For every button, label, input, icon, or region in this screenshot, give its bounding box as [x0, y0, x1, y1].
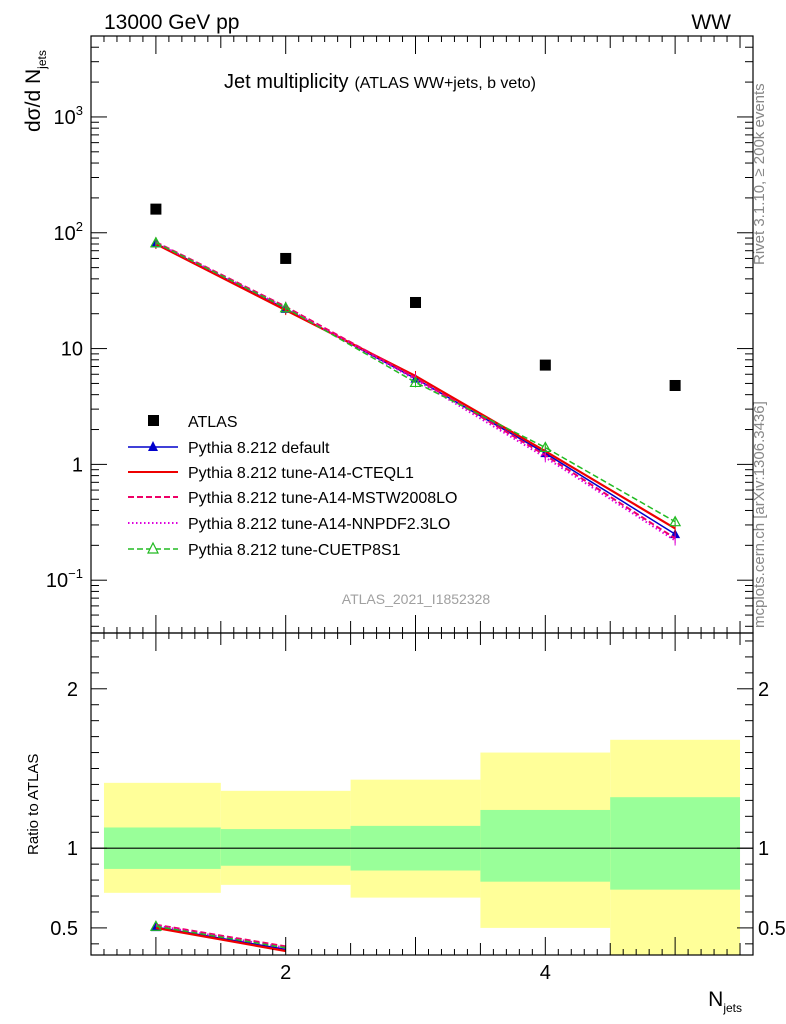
analysis-id: ATLAS_2021_I1852328 — [342, 591, 491, 607]
y-axis-label-ratio: Ratio to ATLAS — [25, 754, 42, 855]
x-tick-label: 2 — [280, 962, 291, 984]
legend-label-default: Pythia 8.212 default — [188, 440, 330, 457]
legend-label-cteql1: Pythia 8.212 tune-A14-CTEQL1 — [188, 465, 414, 482]
y-tick-label-ratio: 0.5 — [50, 918, 78, 940]
legend-entry-nnpdf: Pythia 8.212 tune-A14-NNPDF2.3LO — [128, 516, 450, 533]
legend-marker-cuetp8s1 — [147, 541, 159, 554]
ratio-panel: 2 2 1 1 0.5 0.5 2 4 Ratio to ATLAS Njets — [25, 632, 786, 1015]
y-tick-label-base: 10 — [46, 570, 68, 592]
y-tick-label-base: 10 — [54, 107, 76, 129]
data-point-atlas — [280, 252, 292, 264]
legend-entry-cteql1: Pythia 8.212 tune-A14-CTEQL1 — [128, 465, 414, 482]
ratio-line-mstw — [155, 923, 286, 948]
legend-entry-cuetp8s1: Pythia 8.212 tune-CUETP8S1 — [128, 541, 401, 559]
plot-title: Jet multiplicity (ATLAS WW+jets, b veto) — [224, 71, 536, 93]
uncertainty-band-inner — [220, 829, 351, 866]
y-tick-label-main: 10−1 — [46, 566, 83, 592]
y-tick-label-ratio-right: 0.5 — [758, 918, 786, 940]
y-tick-label-ratio-right: 2 — [758, 679, 769, 701]
legend-entry-atlas: ATLAS — [148, 414, 238, 431]
series-line-cuetp8s1 — [155, 242, 676, 523]
data-point-atlas — [150, 203, 162, 215]
data-point-atlas — [669, 379, 681, 391]
uncertainty-band-inner — [610, 797, 741, 890]
data-point-atlas — [410, 296, 422, 308]
side-label-mcplots: mcplots.cern.ch [arXiv:1306.3436] — [751, 401, 768, 628]
y-tick-label-main: 1 — [72, 454, 83, 476]
y-tick-label-ratio-right: 1 — [758, 838, 769, 860]
x-tick-label: 4 — [540, 962, 551, 984]
ratio-line-cteql1 — [155, 926, 286, 953]
marker-cuetp8s1 — [669, 515, 682, 527]
y-tick-label-base: 10 — [61, 339, 83, 361]
plot-title-subtitle: (ATLAS WW+jets, b veto) — [354, 75, 536, 92]
x-axis-label: Njets — [708, 988, 742, 1015]
y-tick-label-ratio: 2 — [67, 679, 78, 701]
y-tick-label-main: 102 — [54, 219, 83, 245]
legend-entry-mstw: Pythia 8.212 tune-A14-MSTW2008LO — [128, 490, 457, 507]
y-tick-label-ratio: 1 — [67, 838, 78, 860]
legend-label-mstw: Pythia 8.212 tune-A14-MSTW2008LO — [188, 490, 457, 507]
legend-marker-atlas — [148, 415, 159, 426]
y-tick-label-exponent: −1 — [68, 566, 83, 581]
ratio-line-cuetp8s1 — [155, 925, 286, 949]
ratio-frame — [90, 632, 754, 956]
legend-marker-default — [148, 441, 158, 451]
data-point-atlas — [539, 359, 551, 371]
legend-label-cuetp8s1: Pythia 8.212 tune-CUETP8S1 — [188, 542, 401, 559]
y-tick-label-exponent: 2 — [76, 219, 83, 234]
y-tick-label-exponent: 3 — [76, 103, 83, 118]
legend-label-atlas: ATLAS — [188, 414, 238, 431]
marker-cuetp8s1 — [539, 441, 552, 453]
y-tick-label-base: 1 — [72, 454, 83, 476]
series-line-nnpdf — [155, 241, 676, 542]
y-tick-label-main: 10 — [61, 339, 83, 361]
marker-cuetp8s1 — [149, 236, 162, 248]
ratio-marker-cuetp8s1 — [149, 920, 162, 931]
marker-cuetp8s1 — [279, 301, 292, 313]
legend-label-nnpdf: Pythia 8.212 tune-A14-NNPDF2.3LO — [188, 516, 450, 533]
side-label-rivet: Rivet 3.1.10, ≥ 200k events — [751, 83, 768, 265]
marker-cuetp8s1 — [409, 376, 422, 388]
header-left: 13000 GeV pp — [104, 11, 239, 34]
y-tick-label-main: 103 — [54, 103, 83, 129]
y-tick-label-base: 10 — [54, 223, 76, 245]
legend: ATLAS Pythia 8.212 default Pythia 8.212 … — [128, 414, 457, 559]
header-right: WW — [691, 11, 731, 34]
plot-title-main: Jet multiplicity — [224, 71, 348, 93]
uncertainty-band-inner — [480, 809, 611, 882]
legend-entry-default: Pythia 8.212 default — [128, 440, 330, 457]
y-axis-label-main: dσ/d Njets — [22, 50, 49, 132]
